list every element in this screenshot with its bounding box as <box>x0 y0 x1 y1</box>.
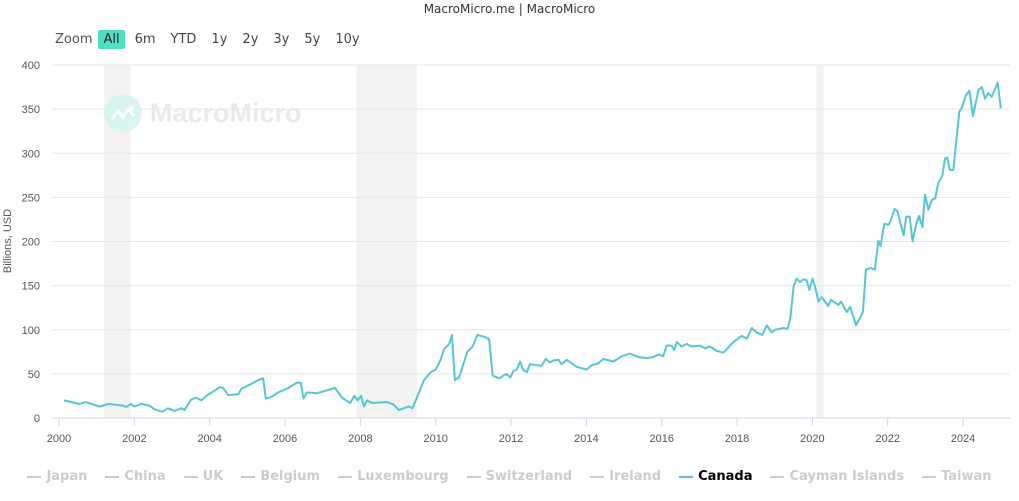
legend-item-luxembourg[interactable]: Luxembourg <box>338 469 449 484</box>
y-tick-label: 250 <box>22 192 40 204</box>
legend-label: Taiwan <box>941 469 992 484</box>
legend-label: Luxembourg <box>357 469 449 484</box>
legend-item-switzerland[interactable]: Switzerland <box>466 469 573 484</box>
legend-item-ireland[interactable]: Ireland <box>590 469 661 484</box>
y-tick-label: 150 <box>22 281 40 293</box>
y-tick-label: 0 <box>34 413 40 425</box>
x-tick-label: 2006 <box>273 433 297 445</box>
range-button-ytd[interactable]: YTD <box>170 32 197 47</box>
legend-item-japan[interactable]: Japan <box>27 469 87 484</box>
legend-swatch-icon <box>338 475 353 478</box>
legend-swatch-icon <box>679 475 694 478</box>
legend-swatch-icon <box>27 475 42 478</box>
x-tick-label: 2022 <box>875 433 899 445</box>
legend-swatch-icon <box>241 475 256 478</box>
legend-swatch-icon <box>922 475 937 478</box>
legend-label: Ireland <box>609 469 662 484</box>
watermark-text: MacroMicro <box>150 97 302 128</box>
range-button-all[interactable]: All <box>98 30 125 49</box>
zoom-label: Zoom <box>55 32 93 47</box>
y-tick-label: 400 <box>22 60 40 72</box>
legend-label: Cayman Islands <box>789 469 905 484</box>
x-tick-label: 2012 <box>499 433 523 445</box>
x-tick-label: 2020 <box>800 433 824 445</box>
y-tick-label: 350 <box>22 104 40 116</box>
legend-label: UK <box>202 469 224 484</box>
x-tick-label: 2004 <box>197 433 221 445</box>
range-selector: Zoom All 6m YTD 1y 2y 3y 5y 10y <box>55 30 370 49</box>
legend-item-belgium[interactable]: Belgium <box>241 469 320 484</box>
y-tick-label: 100 <box>22 325 40 337</box>
macromicro-logo-icon <box>104 94 142 132</box>
y-tick-label: 300 <box>22 148 40 160</box>
x-tick-label: 2024 <box>951 433 975 445</box>
legend-swatch-icon <box>183 475 198 478</box>
y-axis-title: Billions, USD <box>2 209 14 273</box>
range-button-10y[interactable]: 10y <box>335 32 360 47</box>
legend-swatch-icon <box>105 475 120 478</box>
x-tick-label: 2010 <box>423 433 447 445</box>
watermark-logo: MacroMicro <box>104 94 302 132</box>
chart-source-title: MacroMicro.me | MacroMicro <box>423 2 596 16</box>
x-tick-label: 2018 <box>725 433 749 445</box>
legend-swatch-icon <box>770 475 785 478</box>
legend-label: Canada <box>698 469 753 484</box>
y-tick-label: 200 <box>22 237 40 249</box>
x-tick-label: 2002 <box>122 433 146 445</box>
legend-swatch-icon <box>590 475 605 478</box>
x-tick-label: 2000 <box>47 433 71 445</box>
legend-item-taiwan[interactable]: Taiwan <box>922 469 992 484</box>
x-tick-label: 2008 <box>348 433 372 445</box>
legend-label: Belgium <box>260 469 321 484</box>
range-button-3y[interactable]: 3y <box>273 32 290 47</box>
range-button-2y[interactable]: 2y <box>242 32 259 47</box>
legend-label: China <box>124 469 166 484</box>
legend-item-cayman-islands[interactable]: Cayman Islands <box>770 469 904 484</box>
x-tick-label: 2014 <box>574 433 598 445</box>
legend-label: Japan <box>46 469 88 484</box>
range-button-1y[interactable]: 1y <box>211 32 228 47</box>
legend-label: Switzerland <box>485 469 573 484</box>
y-tick-label: 50 <box>28 369 40 381</box>
legend-item-china[interactable]: China <box>105 469 166 484</box>
legend: Japan China UK Belgium Luxembourg Switzerland… <box>0 469 1019 484</box>
series-line-canada <box>63 81 1002 413</box>
x-tick-label: 2016 <box>649 433 673 445</box>
legend-item-canada[interactable]: Canada <box>679 469 752 484</box>
legend-swatch-icon <box>466 475 481 478</box>
legend-item-uk[interactable]: UK <box>183 469 224 484</box>
range-button-5y[interactable]: 5y <box>304 32 321 47</box>
range-button-6m[interactable]: 6m <box>134 32 156 47</box>
